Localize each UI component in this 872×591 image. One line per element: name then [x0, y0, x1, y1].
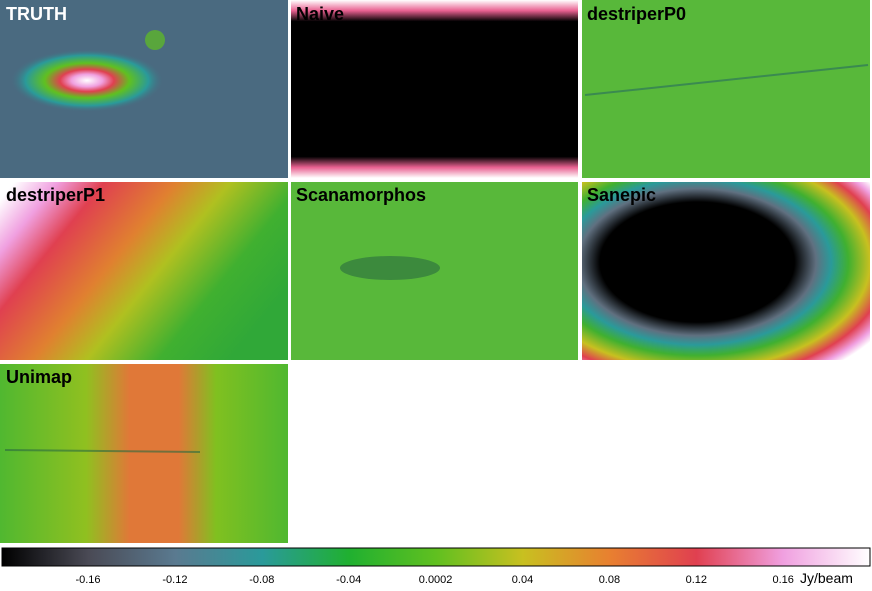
panel-label: destriperP1 [6, 185, 105, 205]
colorbar-tick-label: 0.16 [772, 574, 793, 586]
colorbar-tick-label: -0.08 [249, 574, 274, 586]
colorbar-unit: Jy/beam [800, 570, 853, 586]
panel-label: destriperP0 [587, 4, 686, 24]
colorbar-tick-label: 0.0002 [419, 574, 453, 586]
colorbar-tick-label: -0.12 [162, 574, 187, 586]
panel-label: TRUTH [6, 4, 67, 24]
colorbar-tick-label: -0.04 [336, 574, 361, 586]
colorbar-tick-label: 0.12 [686, 574, 707, 586]
panel-unimap: Unimap [0, 364, 288, 543]
panel-label: Naive [296, 4, 344, 24]
colorbar-tick-label: 0.08 [599, 574, 620, 586]
panel-scanamorphos: Scanamorphos [291, 182, 578, 360]
panel-destriper-p1: destriperP1 [0, 182, 288, 360]
panel-sanepic: Sanepic [582, 182, 870, 360]
panel-label: Sanepic [587, 185, 656, 205]
panel-label: Scanamorphos [296, 185, 426, 205]
colorbar-tick-label: -0.16 [75, 574, 100, 586]
panel-truth: TRUTH [0, 0, 288, 178]
colorbar-tick-label: 0.04 [512, 574, 533, 586]
colorbar [1, 547, 871, 567]
panel-destriper-p0: destriperP0 [582, 0, 870, 178]
panel-label: Unimap [6, 367, 72, 387]
panel-naive: Naive [291, 0, 578, 178]
